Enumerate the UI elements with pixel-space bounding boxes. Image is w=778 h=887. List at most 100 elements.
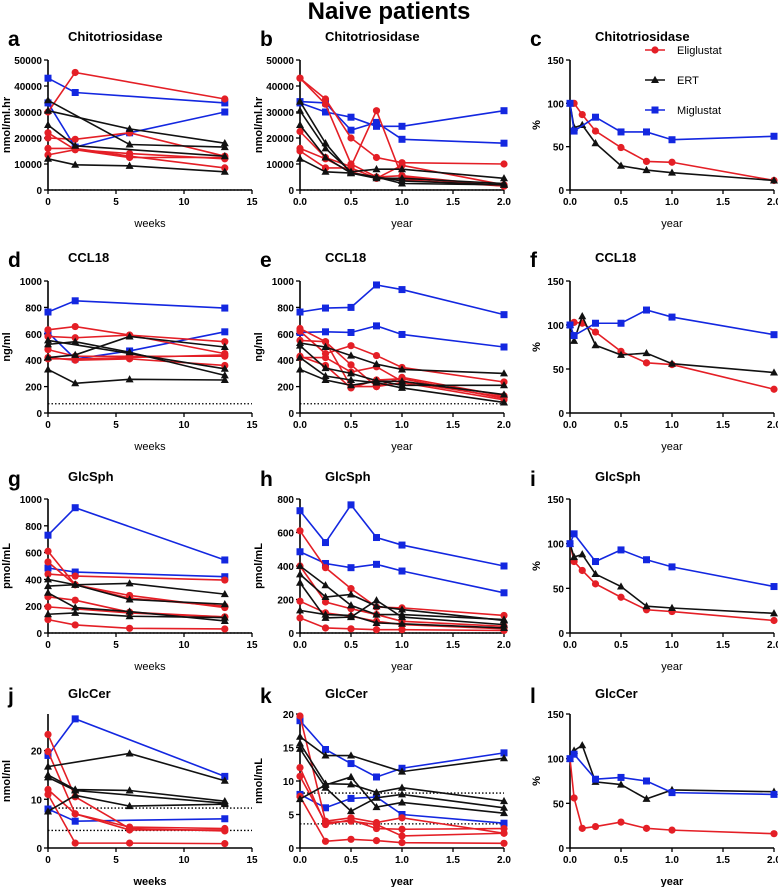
series-ert [44,579,229,598]
data-point [770,830,778,838]
data-point [296,578,304,586]
data-point [617,780,625,788]
data-point [347,760,355,768]
x-axis-label: year [391,876,414,887]
y-tick-label: 600 [277,529,294,540]
data-point [296,353,304,361]
series-ert [44,106,229,147]
data-point [347,113,355,121]
data-point [125,579,134,587]
data-point [296,527,304,535]
series-line [47,788,225,830]
x-axis-label: year [661,876,684,887]
data-point [617,350,625,358]
data-point [44,353,52,361]
data-point [321,371,330,380]
data-point [591,139,600,147]
data-point [591,569,600,578]
data-point [296,120,304,128]
data-point [296,548,304,556]
data-point [321,100,330,108]
data-point [44,531,52,539]
data-point [592,113,599,121]
data-point [347,564,355,572]
data-point [221,556,229,564]
data-point [642,157,651,165]
data-point [44,547,52,555]
data-point [398,790,406,798]
data-point [321,598,330,606]
data-point [398,286,406,294]
data-point [125,607,134,615]
y-tick-label: 10000 [14,160,42,171]
data-point [398,541,406,549]
data-point [125,749,134,757]
data-point [44,790,52,799]
data-point [770,176,778,184]
data-point [398,814,406,822]
data-point [347,590,355,598]
x-axis-label: weeks [133,661,166,673]
data-point [770,132,778,140]
panel-c: c Chitotriosidase 0 50 100 150 0.0 0.5 1.0 1.5 2.0… [530,28,778,230]
data-point [296,365,304,373]
data-point [642,794,651,802]
series-miglustat [296,281,508,319]
series-line [299,617,505,632]
x-tick-label: 1.5 [446,420,460,431]
data-point [398,612,406,621]
data-point [347,794,355,802]
data-point [126,153,134,162]
series-miglustat [44,297,229,316]
panel-title: GlcCer [68,686,111,701]
data-point [578,550,587,558]
data-point [570,336,579,344]
data-point [373,118,380,126]
series-ert [296,154,508,188]
data-point [566,99,574,107]
data-point [398,605,406,613]
data-point [372,837,381,845]
panel-k: k GlcCer 0 5 10 15 20 0.0 0.5 1.0 1.5 2.0 year nmol/m… [253,685,511,887]
data-point [221,338,229,346]
y-tick-label: 0 [288,186,294,197]
series-ert [296,744,508,815]
data-point [642,602,651,610]
y-tick-label: 10 [283,777,295,788]
data-point [220,799,229,808]
series-line [299,368,505,396]
data-point [296,606,304,614]
data-point [44,346,52,354]
series-line [47,794,225,845]
data-point [71,596,79,604]
data-point [566,321,574,329]
x-tick-label: 1.0 [395,197,409,208]
x-tick-label: 0.0 [563,855,577,866]
data-point [125,786,134,794]
y-tick-label: 100 [547,540,564,551]
data-point [296,127,304,136]
series-miglustat [296,501,508,570]
data-point [221,304,229,312]
y-tick-label: 400 [25,575,42,586]
series-line [299,715,505,835]
data-point [617,319,625,327]
panel-i: i GlcSph 0 50 100 150 0.0 0.5 1.0 1.5 2.0 year% [530,468,778,673]
data-point [44,773,52,781]
series-ert [44,773,229,807]
y-tick-label: 50 [553,584,565,595]
data-point [296,744,304,752]
data-point [347,381,355,389]
data-point [125,124,134,132]
panel-letter: c [530,28,542,51]
data-point [71,580,80,588]
series-line [299,720,505,778]
data-point [500,808,508,817]
data-point [347,611,355,619]
legend-marker-square [651,106,659,114]
data-point [500,796,508,805]
series-line [299,748,505,813]
x-tick-label: 0.5 [614,855,628,866]
data-point [372,802,381,811]
series-line [299,342,505,375]
